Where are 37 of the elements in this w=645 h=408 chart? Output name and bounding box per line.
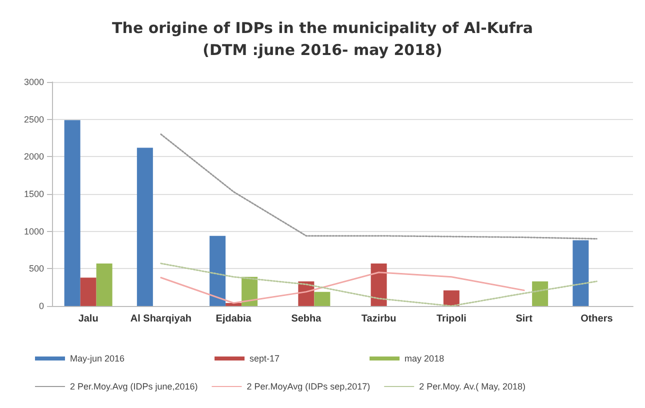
- x-tick-label: Al Sharqiyah: [130, 314, 192, 324]
- x-tick-label: Ejdabia: [216, 314, 252, 324]
- legend-label: 2 Per.Moy.Avg (IDPs june,2016): [70, 382, 198, 392]
- line-series: [160, 272, 525, 304]
- bar: [532, 281, 548, 306]
- y-tick-label: 0: [38, 301, 44, 311]
- bar: [572, 240, 589, 306]
- bar: [242, 276, 258, 306]
- x-tick-label: Jalu: [78, 314, 98, 324]
- bar: [210, 236, 226, 306]
- legend-label: sept-17: [250, 354, 280, 364]
- bar: [80, 278, 96, 306]
- line-series: [160, 262, 598, 307]
- bar: [136, 148, 153, 306]
- x-tick-label: Tazirbu: [361, 314, 396, 324]
- bar: [64, 120, 80, 306]
- y-tick-label: 2500: [24, 114, 44, 124]
- legend-label: may 2018: [404, 354, 444, 364]
- legend-label: 2 Per.MoyAvg (IDPs sep,2017): [246, 382, 370, 392]
- chart-title: The origine of IDPs in the municipality of Al-Kufra (DTM :june 2016- may 2018): [112, 19, 533, 59]
- legend-label: 2 Per.Moy. Av.( May, 2018): [419, 382, 526, 392]
- y-tick-label: 2000: [24, 152, 44, 162]
- bar: [443, 290, 460, 306]
- line-series: [160, 134, 598, 240]
- y-tick-label: 1000: [24, 226, 44, 236]
- bar: [96, 263, 112, 306]
- y-tick-label: 1500: [24, 189, 44, 199]
- x-tick-label: Others: [580, 314, 614, 324]
- legend-label: May-jun 2016: [70, 354, 125, 364]
- y-tick-label: 500: [28, 264, 44, 274]
- x-tick-label: Sirt: [516, 314, 534, 324]
- bar: [314, 292, 330, 306]
- x-tick-label: Sebha: [291, 314, 322, 324]
- bar: [226, 303, 242, 306]
- x-tick-label: Tripoli: [436, 314, 467, 324]
- bar: [370, 263, 387, 306]
- y-tick-label: 3000: [24, 77, 44, 87]
